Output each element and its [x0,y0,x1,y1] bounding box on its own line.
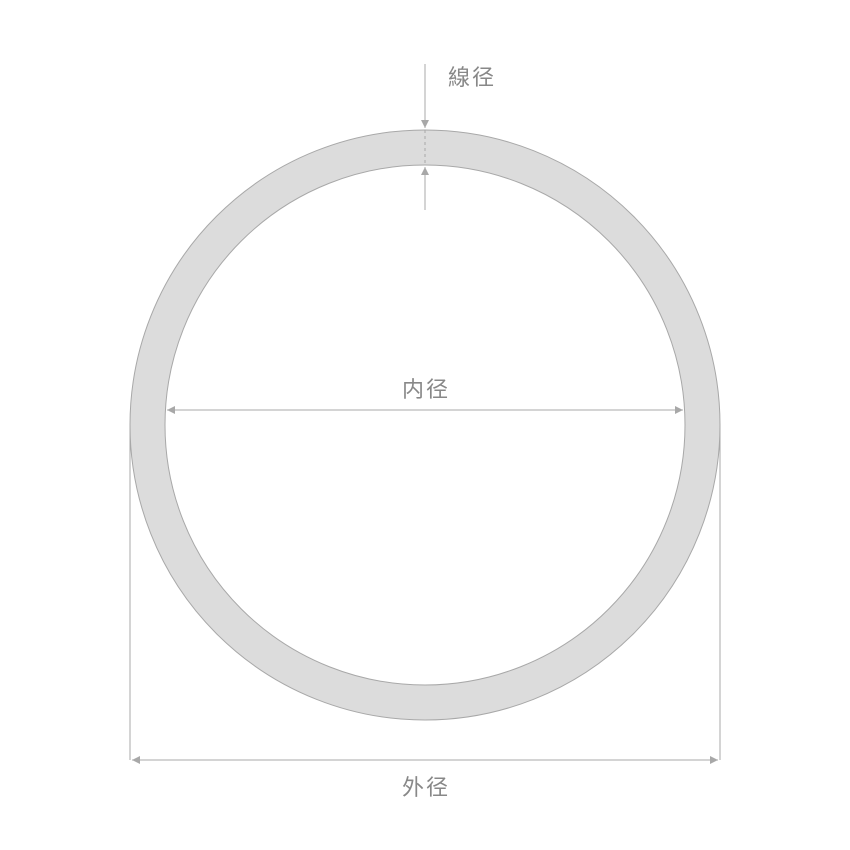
inner-diameter-label: 内径 [402,372,450,404]
inner-circle [165,165,685,685]
ring-diagram [0,0,850,850]
wire-diameter-label: 線径 [448,60,496,92]
outer-diameter-label: 外径 [402,770,450,802]
